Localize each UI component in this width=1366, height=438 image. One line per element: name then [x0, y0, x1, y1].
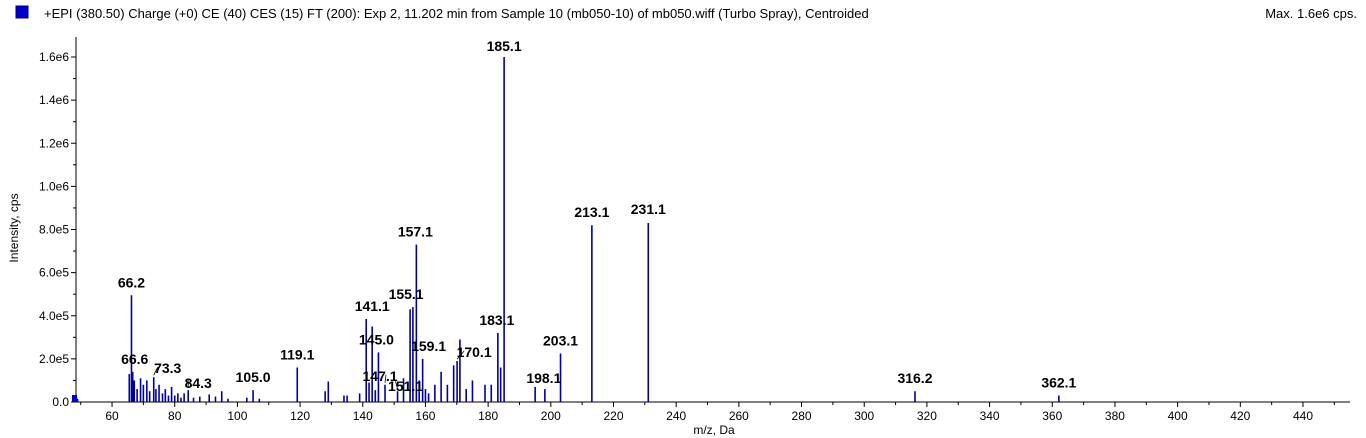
x-tick-label: 360 [1042, 409, 1062, 423]
peak-label: 362.1 [1041, 375, 1076, 391]
x-tick-label: 380 [1105, 409, 1125, 423]
peak-label: 84.3 [185, 375, 212, 391]
chart-title: +EPI (380.50) Charge (+0) CE (40) CES (1… [44, 6, 869, 21]
label-leader-line [153, 367, 159, 376]
y-tick-label: 0.0 [52, 395, 69, 409]
y-tick-label: 1.2e6 [39, 136, 69, 150]
x-tick-label: 180 [478, 409, 498, 423]
y-tick-label: 1.0e6 [39, 179, 69, 193]
peak-label: 159.1 [411, 338, 446, 354]
x-tick-label: 200 [541, 409, 561, 423]
y-tick-label: 1.4e6 [39, 93, 69, 107]
y-tick-label: 4.0e5 [39, 309, 69, 323]
peak-label: 170.1 [457, 344, 492, 360]
peak-label: 105.0 [236, 369, 271, 385]
x-tick-label: 280 [792, 409, 812, 423]
x-tick-label: 440 [1293, 409, 1313, 423]
axis-origin-marker [72, 395, 77, 402]
peak-label: 145.0 [359, 331, 394, 347]
peak-label: 316.2 [897, 370, 932, 386]
legend-swatch [15, 5, 29, 19]
peak-label: 198.1 [526, 370, 561, 386]
x-tick-label: 220 [603, 409, 623, 423]
x-tick-label: 100 [227, 409, 247, 423]
peak-label: 185.1 [487, 38, 522, 54]
peak-label: 157.1 [398, 224, 433, 240]
peak-label: 73.3 [154, 360, 181, 376]
plot-area: 0.0 2.0e5 4.0e5 6.0e5 8.0e5 1.0e6 1.2e6 1.4e6 1.… [39, 37, 1350, 423]
x-tick-label: 420 [1230, 409, 1250, 423]
peak-label: 213.1 [574, 204, 609, 220]
y-tick-label: 6.0e5 [39, 266, 69, 280]
y-tick-label: 1.6e6 [39, 50, 69, 64]
x-tick-label: 120 [290, 409, 310, 423]
x-axis-label: m/z, Da [693, 423, 735, 437]
peak-label: 155.1 [389, 286, 424, 302]
peak-label: 151.1 [388, 378, 423, 394]
peak-label: 66.6 [121, 351, 148, 367]
y-tick-label: 8.0e5 [39, 223, 69, 237]
y-tick-label: 2.0e5 [39, 352, 69, 366]
x-tick-label: 140 [353, 409, 373, 423]
x-tick-label: 400 [1168, 409, 1188, 423]
peak-label: 119.1 [280, 347, 314, 363]
label-leader-line [456, 350, 465, 360]
peak-label: 183.1 [479, 312, 514, 328]
x-tick-label: 160 [415, 409, 435, 423]
x-tick-label: 300 [854, 409, 874, 423]
peak-label: 66.2 [118, 274, 145, 290]
x-tick-label: 240 [666, 409, 686, 423]
x-tick-label: 340 [980, 409, 1000, 423]
label-leader-line [395, 381, 398, 390]
x-tick-label: 60 [105, 409, 119, 423]
peak-label: 203.1 [543, 332, 578, 348]
peak-label: 147.1 [362, 368, 397, 384]
label-leader-line [384, 374, 387, 383]
max-intensity-label: Max. 1.6e6 cps. [1265, 6, 1357, 21]
peak-label: 141.1 [355, 298, 390, 314]
x-tick-label: 80 [168, 409, 182, 423]
y-axis-label: Intensity, cps [7, 193, 21, 262]
peak-label: 231.1 [631, 201, 666, 217]
x-tick-label: 260 [729, 409, 749, 423]
x-tick-label: 320 [917, 409, 937, 423]
